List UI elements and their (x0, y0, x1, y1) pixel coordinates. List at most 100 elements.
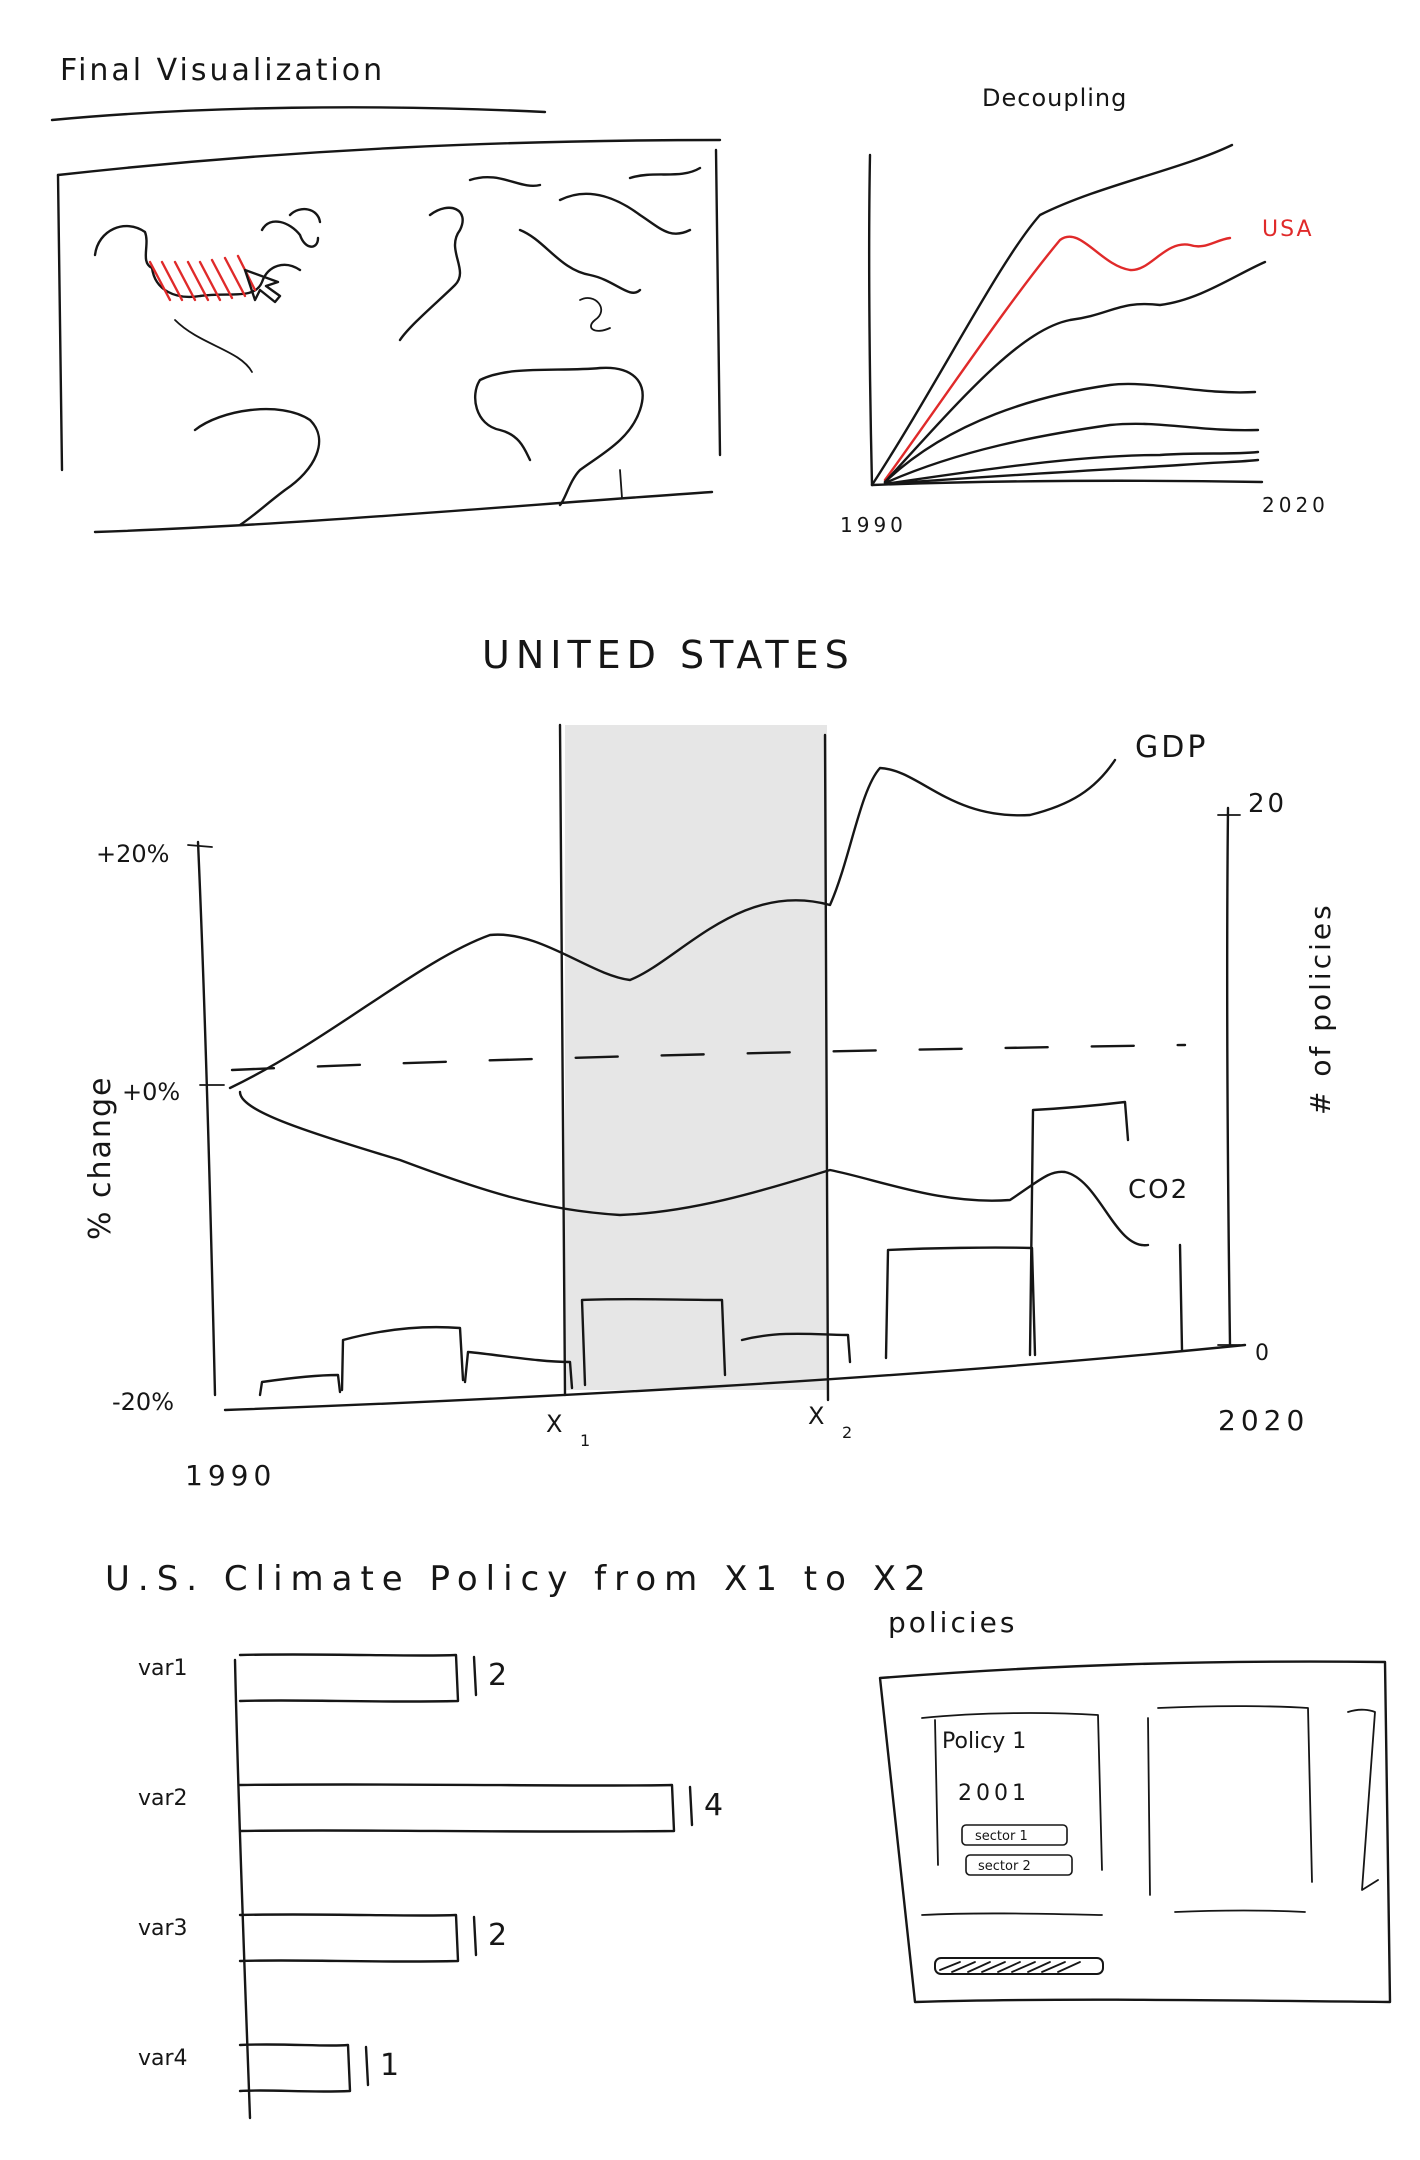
map-middle-east (579, 297, 611, 332)
marker-x1-sub: 1 (580, 1431, 590, 1450)
title-underline (50, 106, 547, 122)
policy-bar-1 (258, 1373, 342, 1397)
marker-x2-sub: 2 (842, 1423, 852, 1442)
mouse-cursor-icon (243, 268, 282, 304)
policy-card-1-name: Policy 1 (942, 1729, 1026, 1754)
main-chart: UNITED STATES +20% +0% -20% % change 199… (83, 633, 1337, 1492)
decoupling-series-6 (883, 458, 1260, 486)
policy-bar-6 (884, 1246, 1037, 1360)
decoupling-x-start: 1990 (840, 513, 907, 537)
selection-bound-x1[interactable] (558, 723, 567, 1397)
decoupling-title: Decoupling (982, 84, 1127, 112)
decoupling-series-4 (883, 422, 1260, 485)
map-central-america (174, 319, 253, 373)
bar-var2[interactable] (238, 1783, 676, 1833)
map-frame-bottom (93, 490, 714, 534)
world-map[interactable] (56, 138, 722, 534)
policy-count-bars[interactable] (258, 1100, 1184, 1397)
policy-bar-5 (740, 1332, 852, 1364)
bar-var3[interactable] (238, 1913, 460, 1963)
decoupling-y-axis (867, 153, 874, 487)
policy-card-3[interactable] (1347, 1708, 1379, 1891)
map-frame-left (56, 173, 64, 472)
page-title-group: Final Visualization (50, 53, 547, 122)
bar-chart-axis (233, 1658, 252, 2120)
gdp-line[interactable] (228, 758, 1117, 1090)
policies-scrollbar-thumb[interactable] (939, 1961, 1081, 1973)
y-right-axis-title: # of policies (1304, 902, 1337, 1115)
policies-title: policies (888, 1606, 1017, 1639)
marker-x1-label: X (546, 1410, 562, 1438)
policy-bar-3 (463, 1350, 574, 1390)
policy-card-2-divider (1174, 1909, 1306, 1913)
bar-var4-end-tick (364, 2045, 370, 2087)
y-left-axis-title: % change (83, 1076, 118, 1240)
bar-var3-end-tick (472, 1915, 478, 1957)
y-right-bottom-label: 0 (1255, 1341, 1269, 1366)
selection-bound-x2[interactable] (823, 733, 830, 1402)
policy-card-1-tag-1[interactable] (961, 1824, 1068, 1846)
policy-card-1-year: 2001 (958, 1781, 1030, 1806)
y-left-top-label: +20% (96, 840, 169, 868)
gdp-label: GDP (1135, 730, 1208, 765)
y-axis-right (1225, 806, 1232, 1347)
map-north-america (93, 207, 322, 299)
zero-baseline (230, 1043, 1187, 1072)
bar-value-var1: 2 (488, 1658, 507, 1693)
y-left-bottom-label: -20% (112, 1388, 174, 1416)
policy-card-1[interactable]: Policy 1 2001 sector 1 sector 2 (921, 1712, 1103, 1916)
y-left-tick-top (187, 844, 213, 848)
decoupling-x-axis (870, 479, 1264, 487)
bar-var1-end-tick (472, 1655, 478, 1697)
bar-label-var3: var3 (138, 1916, 188, 1941)
policy-card-1-tag-1-label: sector 1 (975, 1829, 1028, 1844)
map-usa-highlight[interactable] (148, 254, 257, 302)
main-chart-title: UNITED STATES (482, 633, 855, 677)
co2-line[interactable] (238, 1090, 1150, 1247)
policy-card-1-divider (921, 1912, 1103, 1916)
policy-card-1-border (921, 1712, 1103, 1871)
map-africa (473, 366, 644, 507)
co2-label: CO2 (1128, 1175, 1189, 1205)
map-frame-right (714, 148, 722, 457)
bar-value-var4: 1 (380, 2048, 399, 2083)
bar-var1[interactable] (238, 1653, 460, 1703)
policies-scrollbar[interactable] (934, 1957, 1104, 1975)
bar-var4[interactable] (238, 2043, 352, 2093)
map-eurasia (398, 166, 702, 342)
policy-bar-2 (340, 1325, 465, 1392)
decoupling-chart: Decoupling USA 1990 2020 (840, 84, 1325, 537)
bar-value-var2: 4 (704, 1788, 723, 1823)
map-australia-hint (619, 469, 623, 499)
y-left-mid-label: +0% (122, 1078, 180, 1106)
policy-bar-8 (1178, 1243, 1184, 1352)
bar-label-var1: var1 (138, 1656, 188, 1681)
x-axis-end: 2020 (1218, 1404, 1309, 1437)
x-axis-start: 1990 (185, 1459, 276, 1492)
policies-frame (878, 1660, 1392, 2004)
decoupling-series-usa[interactable] (883, 235, 1232, 482)
bar-label-var2: var2 (138, 1786, 188, 1811)
bar-chart-bars: var1 2 var2 4 var3 2 var4 1 (138, 1653, 723, 2093)
bar-var2-end-tick (688, 1785, 694, 1827)
y-axis-left (196, 840, 217, 1397)
decoupling-series-1 (870, 143, 1234, 487)
policy-bar-4 (580, 1297, 727, 1387)
decoupling-series-5 (883, 450, 1260, 486)
policy-card-2-border (1157, 1705, 1313, 1883)
policy-bar-7 (1028, 1100, 1130, 1357)
y-right-top-label: 20 (1248, 789, 1287, 819)
marker-x2-label: X (808, 1402, 824, 1430)
map-frame-top (56, 138, 722, 177)
page-title: Final Visualization (60, 53, 385, 88)
policy-card-1-tag-2[interactable] (965, 1854, 1073, 1876)
x-axis (223, 1343, 1247, 1412)
policy-card-2[interactable] (1147, 1705, 1313, 1913)
bar-section: U.S. Climate Policy from X1 to X2 var1 2v… (105, 1559, 926, 2120)
map-south-america (193, 407, 321, 527)
policy-card-1-left (934, 1719, 939, 1866)
decoupling-usa-label: USA (1262, 217, 1314, 242)
decoupling-series-3 (883, 382, 1257, 484)
